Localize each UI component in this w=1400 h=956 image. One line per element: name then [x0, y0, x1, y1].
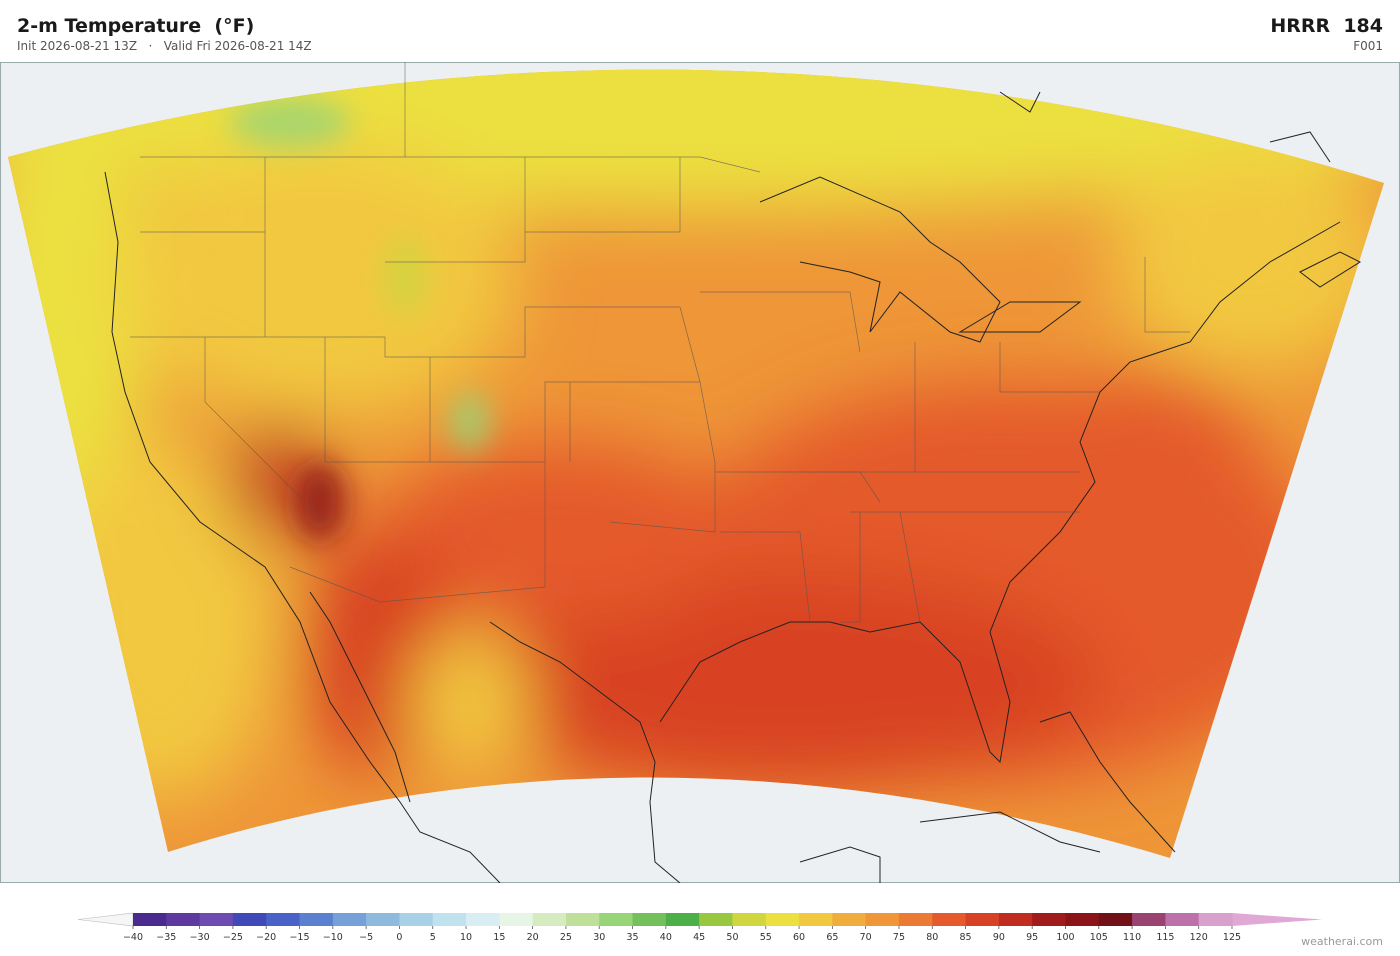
colorbar-segment — [632, 913, 667, 926]
colorbar-segment — [665, 913, 700, 926]
colorbar-tick-label: 100 — [1056, 932, 1074, 943]
colorbar-tick-label: −5 — [359, 932, 373, 943]
colorbar-tick-label: 85 — [960, 932, 972, 943]
colorbar-segment — [1098, 913, 1133, 926]
colorbar-tick-label: −30 — [190, 932, 210, 943]
colorbar-segment — [932, 913, 966, 926]
colorbar-segment — [599, 913, 633, 926]
colorbar-segment — [399, 913, 434, 926]
colorbar-segment — [898, 913, 933, 926]
colorbar-segment — [1032, 913, 1066, 926]
colorbar-tick-label: −35 — [156, 932, 176, 943]
colorbar-segment — [765, 913, 800, 926]
colorbar-tick-label: 75 — [893, 932, 905, 943]
colorbar-tick-label: 5 — [430, 932, 436, 943]
colorbar-segment — [366, 913, 400, 926]
colorbar-segment — [133, 913, 167, 926]
model-name: HRRR 184 — [1270, 15, 1383, 37]
colorbar-segment — [466, 913, 500, 926]
colorbar-tick-label: 105 — [1090, 932, 1108, 943]
colorbar-tick-label: 60 — [793, 932, 805, 943]
colorbar-segment — [799, 913, 833, 926]
colorbar-tick-label: 125 — [1223, 932, 1241, 943]
colorbar-segment — [565, 913, 600, 926]
colorbar-tick-label: 15 — [493, 932, 505, 943]
colorbar-tick-label: 0 — [396, 932, 402, 943]
colorbar-tick-label: 95 — [1026, 932, 1038, 943]
colorbar-tick-label: 10 — [460, 932, 472, 943]
colorbar-tick-label: −15 — [289, 932, 309, 943]
colorbar-tick-label: 90 — [993, 932, 1005, 943]
colorbar-segment — [1198, 913, 1233, 926]
colorbar-segment — [1132, 913, 1166, 926]
temperature-field — [8, 69, 1384, 858]
colorbar-segment — [1165, 913, 1200, 926]
colorbar-segment — [699, 913, 733, 926]
colorbar-tick-label: 20 — [527, 932, 539, 943]
colorbar-tick-label: 110 — [1123, 932, 1141, 943]
colorbar-segment — [299, 913, 334, 926]
colorbar-segment — [532, 913, 567, 926]
state-borders — [130, 62, 1190, 623]
colorbar-tick-label: −20 — [256, 932, 276, 943]
colorbar-segment — [266, 913, 300, 926]
colorbar-segment — [998, 913, 1033, 926]
colorbar-tick-label: 55 — [760, 932, 772, 943]
colorbar-segment — [199, 913, 234, 926]
colorbar-segment — [499, 913, 534, 926]
colorbar-tick-label: 25 — [560, 932, 572, 943]
colorbar-tick-label: 35 — [626, 932, 638, 943]
colorbar-tick-label: 65 — [826, 932, 838, 943]
colorbar-tick-label: 50 — [726, 932, 738, 943]
colorbar-segment — [166, 913, 201, 926]
colorbar-tick-label: 70 — [860, 932, 872, 943]
colorbar-segment — [732, 913, 767, 926]
subtitle: Init 2026-08-21 13Z · Valid Fri 2026-08-… — [17, 39, 312, 53]
colorbar-segment — [832, 913, 867, 926]
colorbar-segment — [232, 913, 267, 926]
map — [0, 62, 1400, 883]
colorbar-tick-label: 115 — [1156, 932, 1174, 943]
colorbar-over — [1232, 913, 1322, 926]
colorbar-segment — [332, 913, 367, 926]
colorbar-tick-label: 45 — [693, 932, 705, 943]
colorbar-tick-label: −25 — [223, 932, 243, 943]
watermark: weatherai.com — [1301, 935, 1383, 948]
colorbar-tick-label: −40 — [123, 932, 143, 943]
colorbar-segment — [1065, 913, 1100, 926]
colorbar-under — [77, 912, 134, 927]
colorbar-segment — [432, 913, 467, 926]
colorbar-tick-label: 80 — [926, 932, 938, 943]
title: 2-m Temperature (°F) — [17, 15, 255, 37]
colorbar-segment — [865, 913, 900, 926]
colorbar-tick-label: 30 — [593, 932, 605, 943]
colorbar-tick-label: 40 — [660, 932, 672, 943]
colorbar-tick-label: 120 — [1190, 932, 1208, 943]
colorbar-segment — [965, 913, 1000, 926]
colorbar-tick-label: −10 — [323, 932, 343, 943]
forecast-hour: F001 — [1353, 39, 1383, 53]
colorbar: −40 −35 −30 −25 −20 −15 −10 −5 0 5 10 15 20 25 30 35 40 4… — [77, 912, 1322, 943]
